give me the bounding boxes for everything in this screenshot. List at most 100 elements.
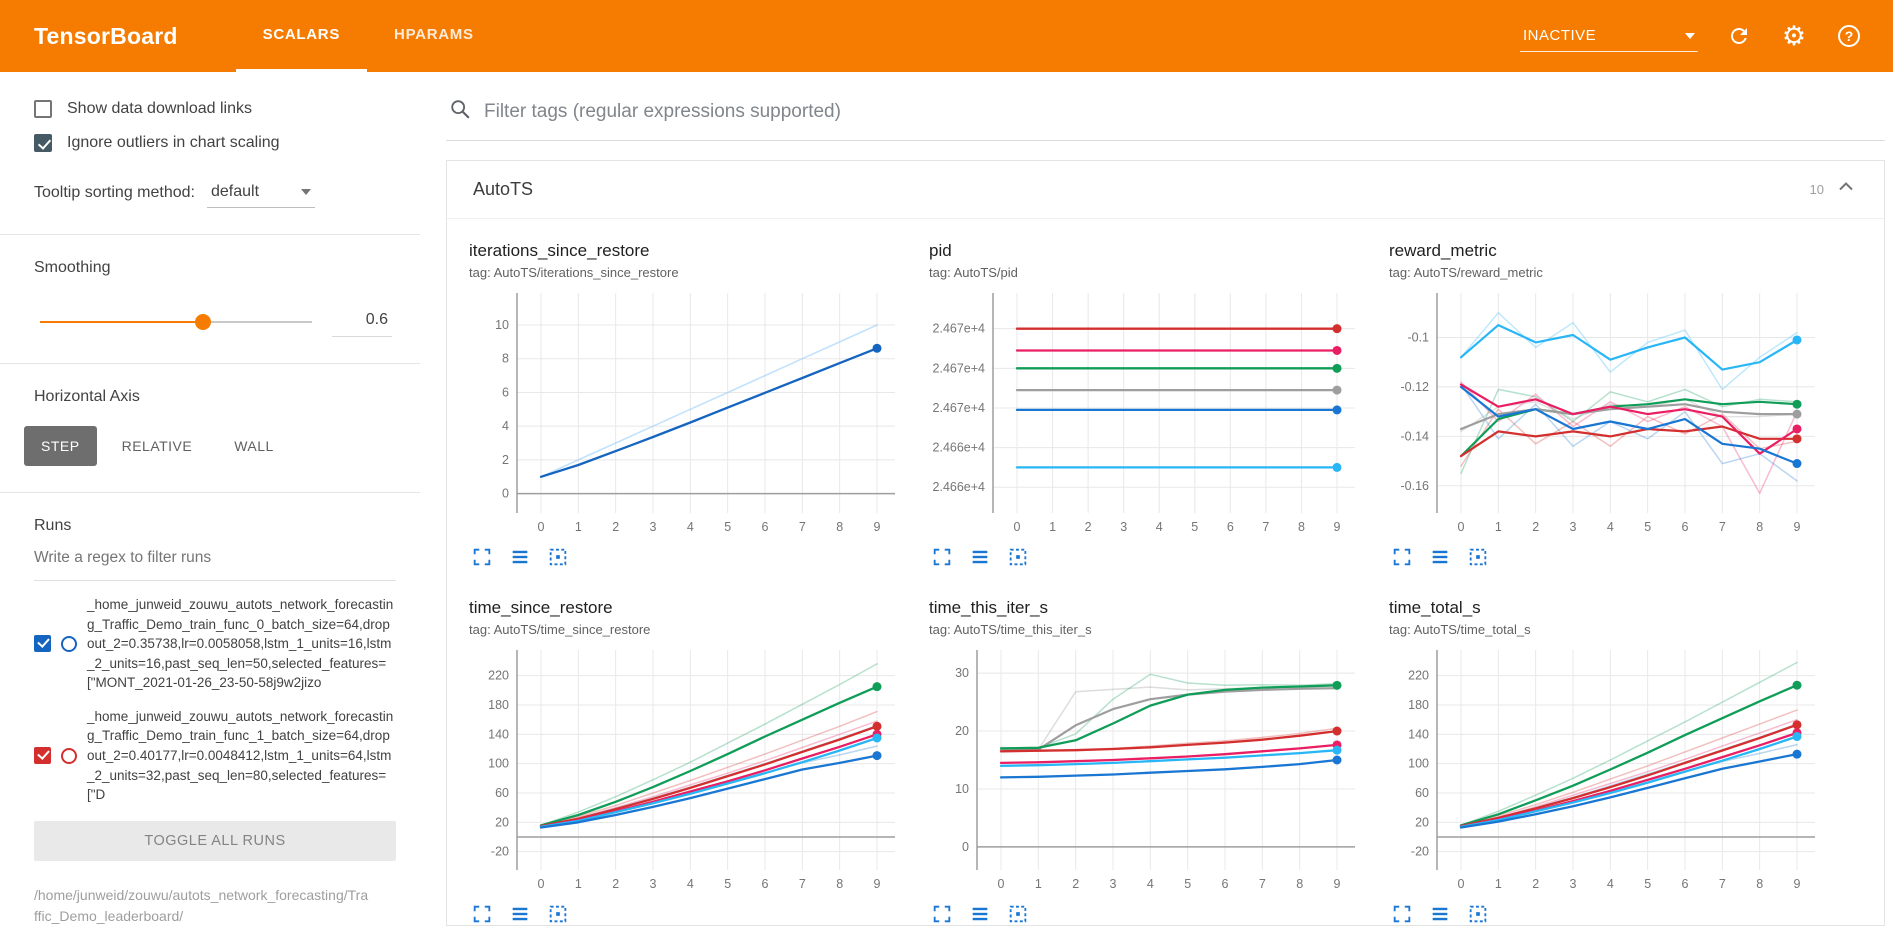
dropdown-caret-icon [300,189,311,195]
reload-status-dropdown[interactable]: INACTIVE [1520,20,1698,52]
smoothing-slider[interactable] [40,314,312,330]
scalar-chart-card: time_total_s tag: AutoTS/time_total_s 0 1… [1389,598,1825,925]
run-checkbox[interactable] [34,635,51,653]
run-radio-button[interactable] [61,747,77,764]
help-icon[interactable]: ? [1835,22,1863,50]
svg-text:1: 1 [1495,877,1502,891]
chart-toolbar [1389,903,1825,925]
show-download-links-row[interactable]: Show data download links [34,100,396,118]
run-selector-icon[interactable] [1429,546,1451,568]
run-selector-icon[interactable] [1429,903,1451,925]
chart-plot[interactable]: 0 1 2 3 4 5 6 7 8 9 0 2 4 6 8 10 [469,287,905,539]
expand-chart-icon[interactable] [471,546,493,568]
svg-text:9: 9 [874,520,881,534]
tab-scalars[interactable]: SCALARS [235,0,368,72]
refresh-icon[interactable] [1725,22,1753,50]
svg-text:30: 30 [955,666,969,680]
dropdown-caret-icon [1685,32,1695,39]
runs-list: _home_junweid_zouwu_autots_network_forec… [34,595,396,805]
section-header[interactable]: AutoTS 10 [447,161,1884,219]
expand-chart-icon[interactable] [931,546,953,568]
tag-filter-bar [446,98,1885,141]
svg-text:7: 7 [799,520,806,534]
svg-text:-0.1: -0.1 [1407,330,1429,344]
svg-text:-0.14: -0.14 [1401,429,1430,443]
settings-sidebar: Show data download links Ignore outliers… [0,72,420,929]
svg-text:3: 3 [1110,877,1117,891]
ignore-outliers-checkbox[interactable] [34,134,52,152]
run-selector-icon[interactable] [509,546,531,568]
run-item[interactable]: _home_junweid_zouwu_autots_network_forec… [34,707,396,805]
expand-chart-icon[interactable] [931,903,953,925]
svg-text:20: 20 [495,815,509,829]
svg-text:8: 8 [1296,877,1303,891]
runs-filter-input[interactable] [34,537,396,581]
app-header: TensorBoard SCALARS HPARAMS INACTIVE ⚙ ? [0,0,1893,72]
svg-text:4: 4 [1156,520,1163,534]
svg-text:1: 1 [575,877,582,891]
chart-plot[interactable]: 0 1 2 3 4 5 6 7 8 9 30 20 10 0 [929,644,1365,896]
svg-text:0: 0 [962,840,969,854]
header-actions: INACTIVE ⚙ ? [1520,0,1863,72]
scalar-chart-card: time_since_restore tag: AutoTS/time_sinc… [469,598,905,925]
chart-tag: tag: AutoTS/time_since_restore [469,622,651,637]
svg-text:2: 2 [1072,877,1079,891]
svg-text:100: 100 [488,757,509,771]
smoothing-slider-thumb[interactable] [195,314,212,330]
svg-text:9: 9 [874,877,881,891]
show-download-checkbox[interactable] [34,100,52,118]
sidebar-divider [0,363,420,364]
fit-domain-icon[interactable] [1007,903,1029,925]
svg-text:60: 60 [1415,786,1429,800]
axis-option-step[interactable]: STEP [24,426,97,466]
fit-domain-icon[interactable] [547,546,569,568]
svg-text:7: 7 [799,877,806,891]
svg-text:6: 6 [762,877,769,891]
svg-text:2.467e+4: 2.467e+4 [933,401,986,415]
chart-plot[interactable]: 0 1 2 3 4 5 6 7 8 9 2.467e+4 2.467e+4 2.467e+4 2.466e… [929,287,1365,539]
run-selector-icon[interactable] [969,903,991,925]
expand-chart-icon[interactable] [1391,903,1413,925]
fit-domain-icon[interactable] [1467,903,1489,925]
smoothing-value[interactable]: 0.6 [332,307,392,337]
run-item[interactable]: _home_junweid_zouwu_autots_network_forec… [34,595,396,693]
run-selector-icon[interactable] [509,903,531,925]
svg-text:7: 7 [1719,520,1726,534]
chart-plot[interactable]: 0 1 2 3 4 5 6 7 8 9 220 180 140 100 60 20 -20 [469,644,905,896]
expand-chart-icon[interactable] [1391,546,1413,568]
chart-plot[interactable]: 0 1 2 3 4 5 6 7 8 9 -0.1 -0.12 -0.14 -0.16 [1389,287,1825,539]
tooltip-sorting-dropdown[interactable]: default [206,178,315,208]
run-radio-button[interactable] [61,635,77,652]
svg-text:0: 0 [998,877,1005,891]
chart-title: time_this_iter_s [929,598,1049,617]
chart-title: reward_metric [1389,241,1497,260]
section-meta: 10 [1810,175,1858,204]
ignore-outliers-row[interactable]: Ignore outliers in chart scaling [34,134,396,152]
toggle-all-runs-button[interactable]: TOGGLE ALL RUNS [34,820,396,861]
expand-chart-icon[interactable] [471,903,493,925]
svg-text:2: 2 [1532,520,1539,534]
axis-option-wall[interactable]: WALL [217,426,291,466]
svg-text:8: 8 [836,520,843,534]
svg-text:9: 9 [1794,520,1801,534]
run-selector-icon[interactable] [969,546,991,568]
svg-text:7: 7 [1259,877,1266,891]
axis-option-relative[interactable]: RELATIVE [105,426,210,466]
svg-text:3: 3 [1570,877,1577,891]
svg-text:60: 60 [495,786,509,800]
settings-gear-icon[interactable]: ⚙ [1781,20,1807,52]
svg-text:4: 4 [687,877,694,891]
tooltip-sorting-label: Tooltip sorting method: [34,184,195,201]
fit-domain-icon[interactable] [547,903,569,925]
run-checkbox[interactable] [34,747,51,765]
chart-plot[interactable]: 0 1 2 3 4 5 6 7 8 9 220 180 140 100 60 20 -20 [1389,644,1825,896]
fit-domain-icon[interactable] [1467,546,1489,568]
svg-text:140: 140 [1408,727,1429,741]
tag-filter-input[interactable] [484,100,1885,123]
logdir-path: /home/junweid/zouwu/autots_network_forec… [34,886,369,925]
tab-hparams[interactable]: HPARAMS [394,26,474,43]
fit-domain-icon[interactable] [1007,546,1029,568]
svg-text:1: 1 [1049,520,1056,534]
chart-tag: tag: AutoTS/time_this_iter_s [929,622,1092,637]
collapse-chevron-icon[interactable] [1834,175,1858,204]
